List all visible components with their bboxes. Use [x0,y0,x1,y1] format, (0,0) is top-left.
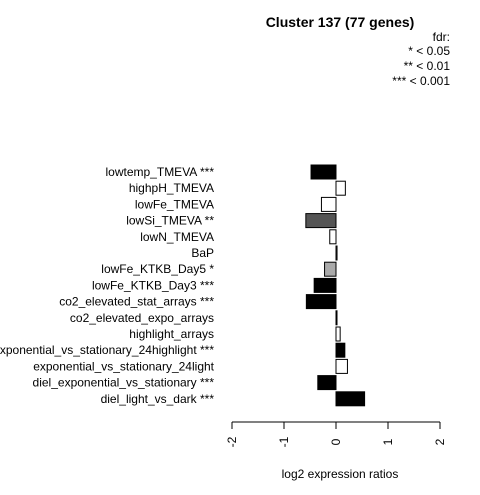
bar-8 [313,277,337,293]
legend-entry-3: *** < 0.001 [392,74,450,88]
bar-15 [335,391,366,407]
bar-7 [324,261,337,277]
x-tick-label-4: 1 [381,438,395,445]
bar-1 [310,164,337,180]
category-label-10: co2_elevated_expo_arrays [70,311,214,325]
category-label-9: co2_elevated_stat_arrays *** [59,295,214,309]
bar-2 [335,180,346,196]
bar-12 [335,342,346,358]
category-labels: lowtemp_TMEVA *** highpH_TMEVA lowFe_TMEVA… [0,165,215,406]
bar-13 [335,358,348,374]
bar-4 [305,213,337,229]
category-label-7: lowFe_KTKB_Day5 * [101,262,214,276]
category-label-11: highlight_arrays [129,327,214,341]
bar-6 [335,245,338,261]
category-label-15: diel_light_vs_dark *** [101,392,215,406]
legend: fdr: * < 0.05 ** < 0.01 *** < 0.001 [392,30,450,88]
x-axis: -2 -1 0 1 2 [225,421,447,447]
category-label-14: diel_exponential_vs_stationary *** [33,376,215,390]
bar-10 [335,310,338,326]
category-label-4: lowSi_TMEVA ** [126,214,214,228]
legend-title: fdr: [433,30,450,44]
category-label-2: highpH_TMEVA [129,181,214,195]
x-tick-label-3: 0 [329,438,343,445]
category-label-13: exponential_vs_stationary_24light [33,359,214,373]
legend-entry-2: ** < 0.01 [404,59,451,73]
chart-title: Cluster 137 (77 genes) [266,14,415,30]
category-label-6: BaP [191,246,214,260]
bar-11 [335,326,341,342]
category-label-5: lowN_TMEVA [140,230,214,244]
bar-5 [329,229,337,245]
category-label-8: lowFe_KTKB_Day3 *** [92,278,214,292]
bar-3 [320,196,337,212]
legend-entry-1: * < 0.05 [408,44,450,58]
category-label-12: exponential_vs_stationary_24highlight **… [0,343,214,357]
category-label-1: lowtemp_TMEVA *** [106,165,215,179]
x-axis-label: log2 expression ratios [282,467,399,481]
x-tick-label-1: -2 [225,436,239,447]
x-tick-label-2: -1 [277,436,291,447]
bars-group [305,164,366,407]
category-label-3: lowFe_TMEVA [135,197,214,211]
x-tick-label-5: 2 [433,438,447,445]
bar-9 [305,294,337,310]
bar-14 [317,375,337,391]
